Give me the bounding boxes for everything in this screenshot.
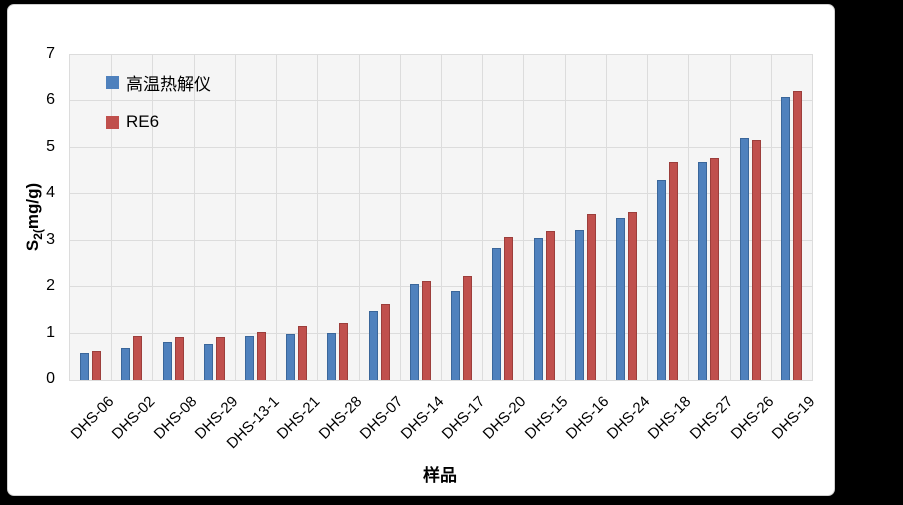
bar-高温热解仪-DHS-14 [409, 283, 419, 380]
gridline-v-5 [276, 55, 278, 380]
y-tick-3: 3 [46, 230, 55, 248]
bar-RE6-DHS-17 [463, 275, 473, 380]
gridline-v-7 [358, 55, 360, 380]
x-label-DHS-07: DHS-07 [356, 393, 407, 443]
gridline-v-15 [688, 55, 690, 380]
plot-area: 高温热解仪 RE6 DHS-06 DHS-02 DHS-08 DHS-29 DHS-13… [68, 54, 818, 452]
gridline-v-13 [605, 55, 607, 380]
bar-高温热解仪-DHS-29 [203, 344, 213, 380]
x-label-DHS-21: DHS-21 [273, 393, 324, 443]
gridline-v-11 [523, 55, 525, 380]
gridline-v-9 [441, 55, 442, 380]
bar-高温热解仪-DHS-28 [327, 332, 337, 380]
bar-高温热解仪-DHS-26 [739, 138, 749, 380]
y-tick-0: 0 [46, 370, 55, 387]
y-axis-ticks: 0 1 2 3 4 5 6 7 [8, 45, 61, 387]
bar-高温热解仪-DHS-20 [492, 248, 502, 380]
x-label-DHS-19: DHS-19 [768, 393, 819, 443]
y-tick-7: 7 [46, 45, 55, 62]
x-label-DHS-27: DHS-27 [686, 393, 736, 443]
gridline-v-3 [193, 55, 195, 380]
gridline-v-8 [399, 55, 401, 380]
y-tick-5: 5 [46, 137, 55, 155]
bar-RE6-DHS-06 [92, 350, 102, 380]
bar-高温热解仪-DHS-18 [657, 180, 667, 380]
bar-高温热解仪-DHS-21 [286, 333, 296, 380]
x-label-DHS-20: DHS-20 [480, 393, 530, 443]
bar-高温热解仪-DHS-17 [451, 290, 461, 380]
gridline-v-14 [647, 55, 649, 380]
y-tick-4: 4 [46, 184, 55, 202]
legend-marker-0 [106, 76, 119, 89]
bar-高温热解仪-DHS-02 [121, 348, 131, 380]
bar-RE6-DHS-02 [133, 335, 143, 380]
gridline-v-17 [770, 55, 772, 380]
x-label-DHS-02: DHS-02 [109, 393, 159, 443]
y-tick-2: 2 [46, 277, 55, 295]
x-label-DHS-14: DHS-14 [397, 393, 448, 443]
x-label-DHS-17: DHS-17 [438, 393, 489, 443]
x-label-DHS-15: DHS-15 [521, 393, 572, 443]
bar-高温热解仪-DHS-08 [162, 341, 172, 380]
x-label-DHS-26: DHS-26 [727, 393, 778, 443]
bar-RE6-DHS-15 [545, 230, 555, 380]
x-label-DHS-28: DHS-28 [315, 393, 365, 443]
legend-label-0: 高温热解仪 [126, 75, 211, 94]
bar-RE6-DHS-24 [628, 211, 637, 380]
y-tick-1: 1 [46, 323, 55, 341]
bar-RE6-DHS-27 [710, 158, 720, 380]
bar-RE6-DHS-26 [751, 140, 761, 380]
bar-RE6-DHS-19 [792, 91, 802, 380]
gridline-v-12 [564, 55, 566, 380]
bar-高温热解仪-DHS-16 [574, 230, 584, 380]
bar-RE6-DHS-18 [669, 161, 679, 380]
legend-item-0: 高温热解仪 [106, 70, 211, 95]
bar-高温热解仪-DHS-15 [533, 238, 543, 380]
bar-高温热解仪-DHS-06 [80, 353, 90, 380]
bar-RE6-DHS-21 [298, 325, 308, 380]
bar-RE6-DHS-28 [339, 323, 349, 380]
x-label-DHS-08: DHS-08 [150, 393, 201, 443]
bar-RE6-DHS-29 [215, 336, 225, 380]
gridline-v-10 [482, 55, 484, 380]
bar-RE6-DHS-14 [421, 281, 431, 380]
bar-高温热解仪-DHS-19 [780, 97, 790, 380]
legend: 高温热解仪 RE6 [106, 70, 211, 132]
legend-marker-1 [106, 115, 119, 129]
bar-RE6-DHS-16 [586, 214, 596, 380]
bar-高温热解仪-DHS-24 [616, 217, 625, 380]
x-label-DHS-18: DHS-18 [644, 393, 695, 443]
bar-高温热解仪-DHS-13-1 [245, 335, 254, 380]
bar-RE6-DHS-20 [504, 237, 514, 380]
gridline-v-4 [234, 55, 236, 380]
x-label-DHS-16: DHS-16 [562, 393, 613, 443]
bar-RE6-DHS-08 [174, 337, 184, 380]
gridline-v-6 [317, 55, 319, 380]
bar-RE6-DHS-13-1 [257, 331, 266, 380]
bar-高温热解仪-DHS-27 [698, 162, 708, 380]
y-tick-6: 6 [46, 91, 55, 109]
x-label-DHS-06: DHS-06 [67, 393, 118, 443]
legend-item-1: RE6 [106, 112, 211, 132]
bar-RE6-DHS-07 [380, 304, 390, 380]
gridline-v-2 [152, 55, 154, 380]
x-axis-title: 样品 [423, 466, 457, 485]
legend-label-1: RE6 [126, 112, 160, 131]
gridline-v-1 [111, 55, 113, 380]
bar-高温热解仪-DHS-07 [368, 311, 378, 380]
x-label-DHS-24: DHS-24 [603, 393, 654, 443]
gridline-v-16 [729, 55, 731, 380]
